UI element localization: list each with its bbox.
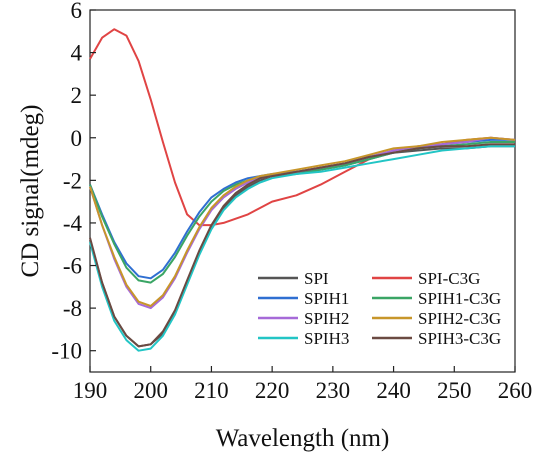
legend-label: SPIH3 [304,329,349,348]
series-line-spih1-c3g [89,141,515,284]
legend-label: SPIH2-C3G [418,309,501,328]
series-line-spih3-c3g [89,143,515,348]
legend-label: SPIH3-C3G [418,329,501,348]
x-tick-label: 240 [376,378,411,403]
y-tick-label: 6 [71,0,83,23]
legend-label: SPI-C3G [418,269,480,288]
series-line-spih1 [89,138,515,280]
series-line-spi-c3g [89,28,516,227]
y-axis-label: CD signal(mdeg) [17,105,44,278]
legend-label: SPIH2 [304,309,349,328]
x-tick-label: 250 [437,378,472,403]
x-tick-label: 230 [316,378,351,403]
plot-frame [89,9,516,373]
legend-label: SPIH1 [304,289,349,308]
x-tick-label: 190 [73,378,108,403]
series-line-spih3 [89,145,515,352]
y-tick-label: -10 [51,339,82,364]
y-tick-label: -8 [63,296,82,321]
axes-layer: 190 200 210 220 230 240 250 260 6 4 2 0 -2 -4 -6 -8 -10 [51,0,532,403]
x-tick-label: 210 [194,378,229,403]
x-axis-label: Wavelength (nm) [216,425,390,452]
plot-border [89,9,516,373]
y-tick-label: -4 [63,211,83,236]
series-layer [89,28,516,352]
y-tick-label: 4 [71,41,83,66]
x-tick-label: 260 [498,378,533,403]
legend-label: SPIH1-C3G [418,289,501,308]
y-tick-label: -6 [63,254,82,279]
x-tick-label: 220 [255,378,290,403]
series-line-spih2-c3g [89,136,516,307]
x-tick-label: 200 [133,378,168,403]
y-tick-label: 0 [71,126,83,151]
y-tick-label: -2 [63,168,82,193]
y-tick-label: 2 [71,83,83,108]
legend-label: SPI [304,269,329,288]
